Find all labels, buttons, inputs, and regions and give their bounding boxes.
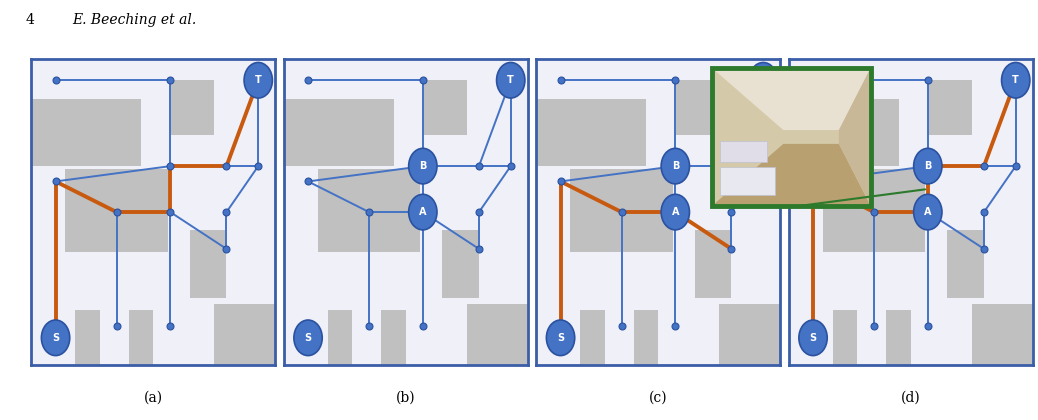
Circle shape — [661, 148, 689, 184]
Bar — [823, 169, 925, 252]
Text: T: T — [760, 75, 767, 85]
Bar — [442, 231, 479, 298]
Circle shape — [1002, 63, 1030, 98]
Bar — [283, 99, 393, 166]
Text: B: B — [924, 161, 931, 171]
Circle shape — [799, 320, 827, 356]
Bar — [580, 310, 604, 365]
Bar — [170, 80, 214, 135]
Text: S: S — [557, 333, 564, 343]
Circle shape — [409, 148, 437, 184]
Circle shape — [749, 63, 777, 98]
Text: S: S — [810, 333, 817, 343]
Bar — [536, 99, 646, 166]
Bar — [65, 169, 168, 252]
Bar — [318, 169, 420, 252]
Bar — [928, 80, 972, 135]
Text: A: A — [419, 207, 427, 217]
Bar — [190, 231, 226, 298]
Text: 4: 4 — [26, 13, 35, 26]
Circle shape — [244, 63, 272, 98]
Text: T: T — [1012, 75, 1019, 85]
Bar — [972, 304, 1033, 365]
Text: S: S — [52, 333, 59, 343]
Text: S: S — [304, 333, 311, 343]
Bar — [634, 310, 658, 365]
Text: B: B — [672, 161, 679, 171]
Text: (d): (d) — [901, 391, 921, 404]
Bar — [75, 310, 100, 365]
Bar — [948, 231, 984, 298]
Circle shape — [496, 63, 525, 98]
Circle shape — [913, 194, 941, 230]
Text: A: A — [924, 207, 931, 217]
Bar — [570, 169, 673, 252]
Bar — [467, 304, 527, 365]
Bar — [381, 310, 406, 365]
Text: (a): (a) — [143, 391, 163, 404]
Circle shape — [294, 320, 322, 356]
Circle shape — [409, 194, 437, 230]
Bar — [886, 310, 910, 365]
Text: E. Beeching et al.: E. Beeching et al. — [73, 13, 197, 26]
Bar — [789, 99, 899, 166]
Circle shape — [42, 320, 70, 356]
Text: T: T — [508, 75, 514, 85]
Bar — [719, 304, 781, 365]
Bar — [832, 310, 857, 365]
Bar — [31, 99, 141, 166]
Circle shape — [546, 320, 575, 356]
Text: T: T — [255, 75, 262, 85]
Text: (c): (c) — [649, 391, 667, 404]
Bar — [422, 80, 467, 135]
Bar — [676, 80, 719, 135]
Bar — [328, 310, 352, 365]
Circle shape — [913, 148, 941, 184]
Text: (b): (b) — [395, 391, 415, 404]
Bar — [214, 304, 275, 365]
Text: A: A — [672, 207, 679, 217]
Bar — [694, 231, 732, 298]
Bar — [129, 310, 154, 365]
Text: B: B — [419, 161, 427, 171]
Circle shape — [661, 194, 689, 230]
